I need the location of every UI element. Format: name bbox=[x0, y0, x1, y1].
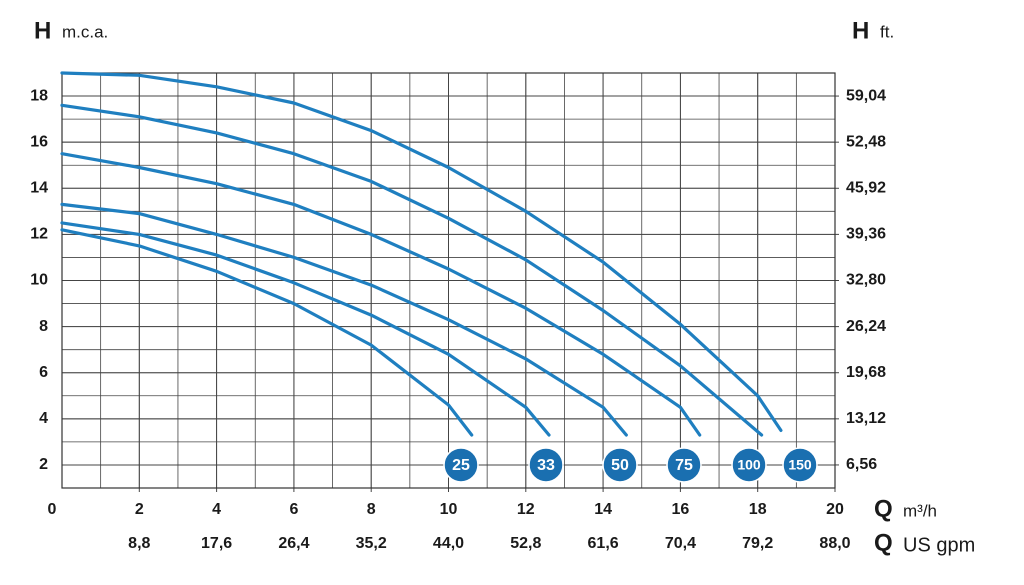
y2-tick-label: 26,24 bbox=[846, 318, 886, 335]
x2-tick-label: 52,8 bbox=[510, 535, 541, 552]
y2-tick-label: 52,48 bbox=[846, 133, 886, 150]
x2-tick-label: 70,4 bbox=[665, 535, 696, 552]
x2-axis-symbol: Q bbox=[874, 529, 893, 556]
y-tick-label: 14 bbox=[30, 179, 48, 196]
pump-curve bbox=[60, 152, 702, 437]
y-tick-label: 6 bbox=[39, 364, 48, 381]
x2-tick-label: 26,4 bbox=[278, 535, 309, 552]
x2-tick-label: 8,8 bbox=[128, 535, 150, 552]
x2-tick-label: 88,0 bbox=[819, 535, 850, 552]
legend-label: 50 bbox=[611, 457, 629, 474]
x-tick-label: 16 bbox=[672, 501, 690, 518]
curve-badge bbox=[528, 447, 564, 483]
x-tick-label: 8 bbox=[367, 501, 376, 518]
x-tick-label: 6 bbox=[289, 501, 298, 518]
y-tick-label: 2 bbox=[39, 456, 48, 473]
curve-badge bbox=[443, 447, 479, 483]
y2-tick-label: 59,04 bbox=[846, 87, 886, 104]
x-axis-symbol: Q bbox=[874, 495, 893, 522]
legend-label: 75 bbox=[675, 457, 693, 474]
x-tick-label: 4 bbox=[212, 501, 221, 518]
y-axis-unit: m.c.a. bbox=[62, 22, 108, 41]
legend-label: 25 bbox=[452, 457, 470, 474]
pump-curve bbox=[60, 228, 474, 437]
x2-tick-label: 44,0 bbox=[433, 535, 464, 552]
y-tick-label: 16 bbox=[30, 133, 48, 150]
curve-badge bbox=[602, 447, 638, 483]
y2-tick-label: 39,36 bbox=[846, 226, 886, 243]
x2-tick-label: 17,6 bbox=[201, 535, 232, 552]
y-tick-label: 4 bbox=[39, 410, 48, 427]
y-tick-label: 8 bbox=[39, 318, 48, 335]
y-tick-label: 18 bbox=[30, 87, 48, 104]
y-tick-label: 10 bbox=[30, 272, 48, 289]
y2-tick-label: 19,68 bbox=[846, 364, 886, 381]
y-axis-symbol: H bbox=[34, 17, 51, 44]
y2-tick-label: 6,56 bbox=[846, 456, 877, 473]
x-axis-unit: m³/h bbox=[903, 501, 937, 520]
x-tick-label: 20 bbox=[826, 501, 844, 518]
curve-badge bbox=[666, 447, 702, 483]
legend-label: 150 bbox=[788, 457, 812, 473]
x-tick-label: 10 bbox=[440, 501, 458, 518]
y2-tick-label: 45,92 bbox=[846, 179, 886, 196]
x-tick-label: 14 bbox=[594, 501, 612, 518]
legend-label: 100 bbox=[737, 457, 761, 473]
x2-tick-label: 61,6 bbox=[588, 535, 619, 552]
x2-tick-label: 35,2 bbox=[356, 535, 387, 552]
x-tick-label: 0 bbox=[48, 501, 57, 518]
curve-badge bbox=[731, 447, 767, 483]
y2-axis-symbol: H bbox=[852, 17, 869, 44]
legend-label: 33 bbox=[537, 457, 555, 474]
x-tick-label: 12 bbox=[517, 501, 535, 518]
y-tick-label: 12 bbox=[30, 226, 48, 243]
x-tick-label: 18 bbox=[749, 501, 767, 518]
y2-tick-label: 32,80 bbox=[846, 272, 886, 289]
curve-badge bbox=[782, 447, 818, 483]
x2-tick-label: 79,2 bbox=[742, 535, 773, 552]
x2-axis-unit: US gpm bbox=[903, 534, 975, 556]
pump-curve bbox=[60, 103, 764, 437]
pump-curve bbox=[60, 202, 628, 437]
y2-tick-label: 13,12 bbox=[846, 410, 886, 427]
plot-border bbox=[61, 72, 836, 489]
pump-curve bbox=[60, 71, 783, 432]
y2-axis-unit: ft. bbox=[880, 22, 894, 41]
x-tick-label: 2 bbox=[135, 501, 144, 518]
pump-curve bbox=[60, 221, 551, 437]
